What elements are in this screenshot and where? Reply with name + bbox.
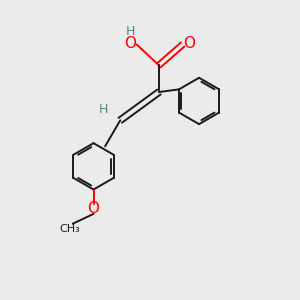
Text: H: H xyxy=(125,25,135,38)
Text: O: O xyxy=(88,201,100,216)
Text: O: O xyxy=(124,35,136,50)
Text: H: H xyxy=(99,103,109,116)
Text: CH₃: CH₃ xyxy=(59,224,80,234)
Text: O: O xyxy=(183,35,195,50)
